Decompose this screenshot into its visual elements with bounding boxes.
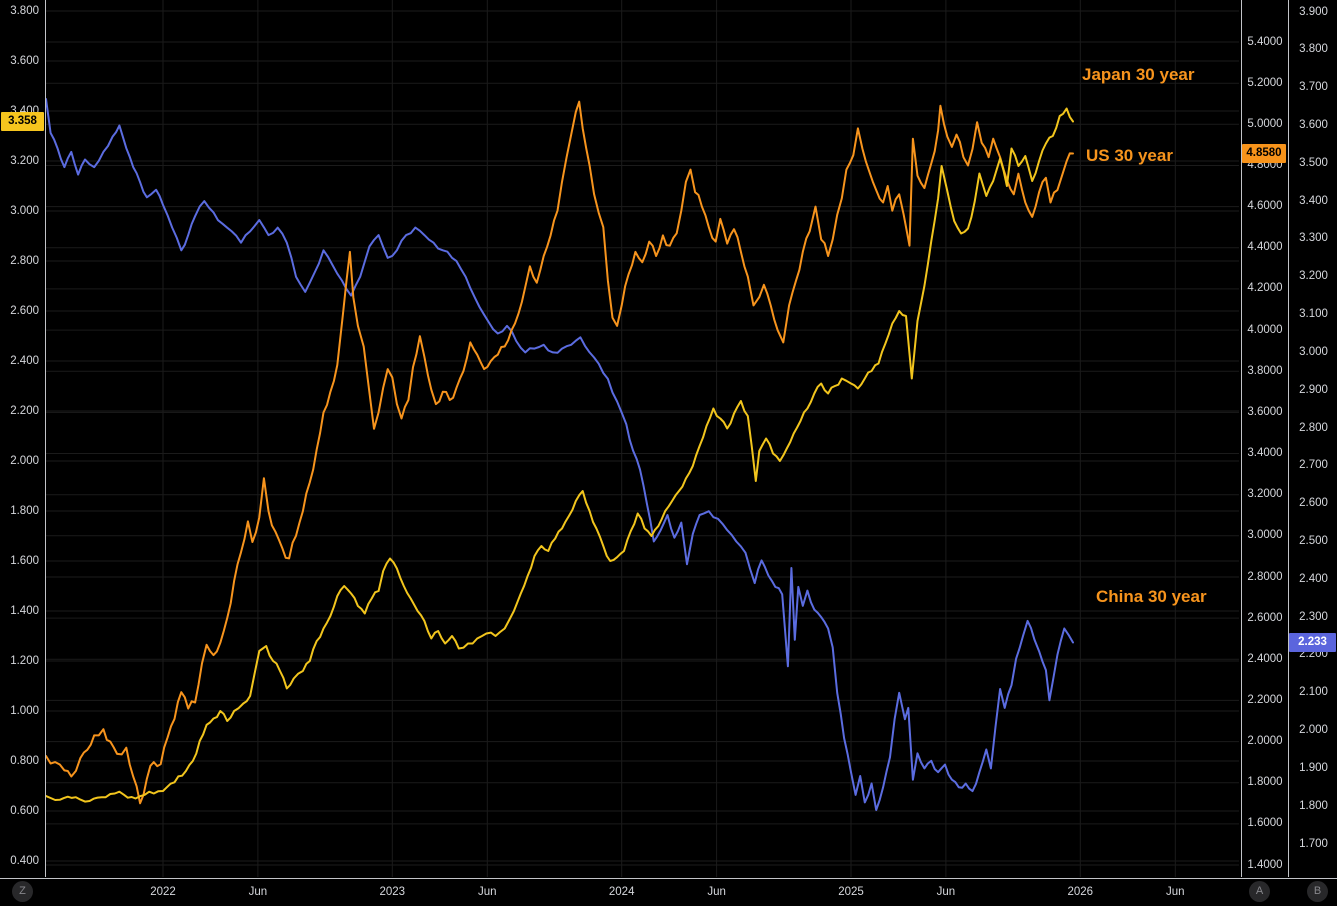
china-scale-tick: 2.000 [1299, 724, 1328, 737]
left-scale-tick: 0.600 [10, 804, 39, 817]
china-scale-tick: 3.600 [1299, 119, 1328, 131]
left-scale-tick: 1.200 [10, 654, 39, 667]
china-scale-tick: 2.800 [1299, 421, 1328, 434]
us-scale-tick: 2.6000 [1247, 611, 1283, 624]
us-scale-tick: 5.0000 [1247, 117, 1283, 130]
china-scale-tick: 3.900 [1299, 5, 1328, 18]
left-scale-tick: 1.400 [10, 604, 39, 617]
china-scale-tick: 3.400 [1299, 194, 1328, 207]
china-scale-tick: 3.000 [1299, 345, 1328, 358]
china-scale-tick: 2.900 [1299, 383, 1328, 396]
china-scale-tick: 2.700 [1299, 459, 1328, 472]
china-scale-tick: 3.500 [1299, 156, 1328, 169]
left-scale-tick: 2.800 [10, 254, 39, 267]
left-scale-tick: 2.200 [10, 404, 39, 417]
time-tick: Jun [478, 886, 497, 898]
left-scale-tick: 3.200 [10, 154, 39, 167]
china-scale-tick: 3.800 [1299, 43, 1328, 56]
time-tick: 2023 [379, 886, 406, 898]
china-scale-tick: 3.300 [1299, 232, 1328, 245]
price-scale-a-button[interactable]: A [1249, 881, 1270, 902]
us-scale-tick: 3.0000 [1247, 529, 1283, 542]
us-scale-tick: 1.8000 [1247, 776, 1283, 789]
us-scale-tick: 2.0000 [1247, 735, 1283, 748]
time-tick: Jun [936, 886, 956, 898]
us-scale-tick: 3.2000 [1247, 488, 1283, 501]
china-scale-tick: 3.200 [1299, 270, 1328, 283]
time-axis[interactable]: 2022 Jun 2023 Jun 2024 Jun 2025 Jun 2026 Jun [0, 878, 1337, 906]
series-line-us-30-year [46, 100, 1074, 805]
left-scale-tick: 0.400 [10, 854, 39, 867]
us-scale-tick: 3.6000 [1247, 405, 1283, 418]
series-label-china: China 30 year [1096, 587, 1207, 606]
china-scale-tick: 2.600 [1299, 497, 1328, 510]
timezone-button[interactable]: Z [12, 881, 33, 902]
series-label-us: US 30 year [1086, 146, 1173, 165]
series-label-japan: Japan 30 year [1082, 65, 1195, 84]
china-scale-tick: 2.300 [1299, 610, 1328, 623]
us-scale-tick: 4.4000 [1247, 241, 1283, 254]
time-tick: Jun [1166, 886, 1185, 898]
time-tick: 2024 [608, 886, 635, 898]
price-scale-b-button[interactable]: B [1307, 881, 1328, 902]
us-scale-tick: 4.2000 [1247, 282, 1283, 295]
time-tick: 2022 [150, 886, 176, 898]
left-scale-tick: 0.800 [10, 754, 39, 767]
us-scale-tick: 5.2000 [1247, 76, 1283, 89]
us-scale-tick: 4.0000 [1247, 323, 1283, 336]
price-scale-right-china[interactable]: 3.900 3.800 3.700 3.600 3.500 3.400 3.300 3.200… [1288, 0, 1337, 877]
us-scale-tick: 3.4000 [1247, 447, 1283, 459]
us-scale-tick: 3.8000 [1247, 364, 1283, 377]
price-badge-china: 2.233 [1289, 633, 1336, 652]
us-scale-tick: 2.2000 [1247, 693, 1283, 706]
plot-area[interactable] [0, 0, 1337, 877]
price-badge-japan: 3.358 [1, 112, 44, 131]
left-scale-tick: 2.600 [10, 304, 39, 317]
left-scale-tick: 2.400 [10, 354, 39, 367]
china-scale-tick: 2.400 [1299, 572, 1328, 585]
china-scale-tick: 1.800 [1299, 799, 1328, 812]
us-scale-tick: 1.4000 [1247, 858, 1283, 871]
series-line-china-30-year [46, 98, 1074, 811]
time-tick: Jun [707, 886, 726, 898]
us-scale-tick: 2.4000 [1247, 652, 1283, 665]
time-tick: 2026 [1067, 886, 1094, 898]
left-scale-tick: 1.800 [10, 504, 39, 517]
china-scale-tick: 3.700 [1299, 81, 1328, 94]
left-scale-tick: 3.000 [10, 204, 39, 217]
series-line-japan-30-year [46, 107, 1074, 803]
china-scale-tick: 2.500 [1299, 535, 1328, 547]
china-scale-tick: 1.700 [1299, 837, 1328, 850]
left-scale-tick: 3.800 [10, 4, 39, 17]
time-tick: Jun [248, 886, 268, 898]
left-scale-tick: 3.600 [10, 54, 39, 67]
time-tick: 2025 [838, 886, 864, 898]
gridlines [46, 0, 1239, 877]
price-scale-left-japan[interactable]: 3.800 3.600 3.400 3.200 3.000 2.800 2.600 2.400… [0, 0, 46, 877]
left-scale-tick: 1.000 [10, 704, 39, 717]
price-scale-right-us[interactable]: 5.4000 5.2000 5.0000 4.8000 4.6000 4.4000 4.20… [1241, 0, 1288, 877]
price-badge-us: 4.8580 [1242, 144, 1286, 163]
us-scale-tick: 4.6000 [1247, 200, 1283, 213]
us-scale-tick: 1.6000 [1247, 817, 1283, 830]
china-scale-tick: 3.100 [1299, 308, 1328, 321]
china-scale-tick: 2.100 [1299, 686, 1328, 699]
left-scale-tick: 2.000 [10, 454, 39, 467]
us-scale-tick: 5.4000 [1247, 35, 1283, 48]
us-scale-tick: 2.8000 [1247, 570, 1283, 583]
left-scale-tick: 1.600 [10, 554, 39, 567]
china-scale-tick: 1.900 [1299, 761, 1328, 774]
